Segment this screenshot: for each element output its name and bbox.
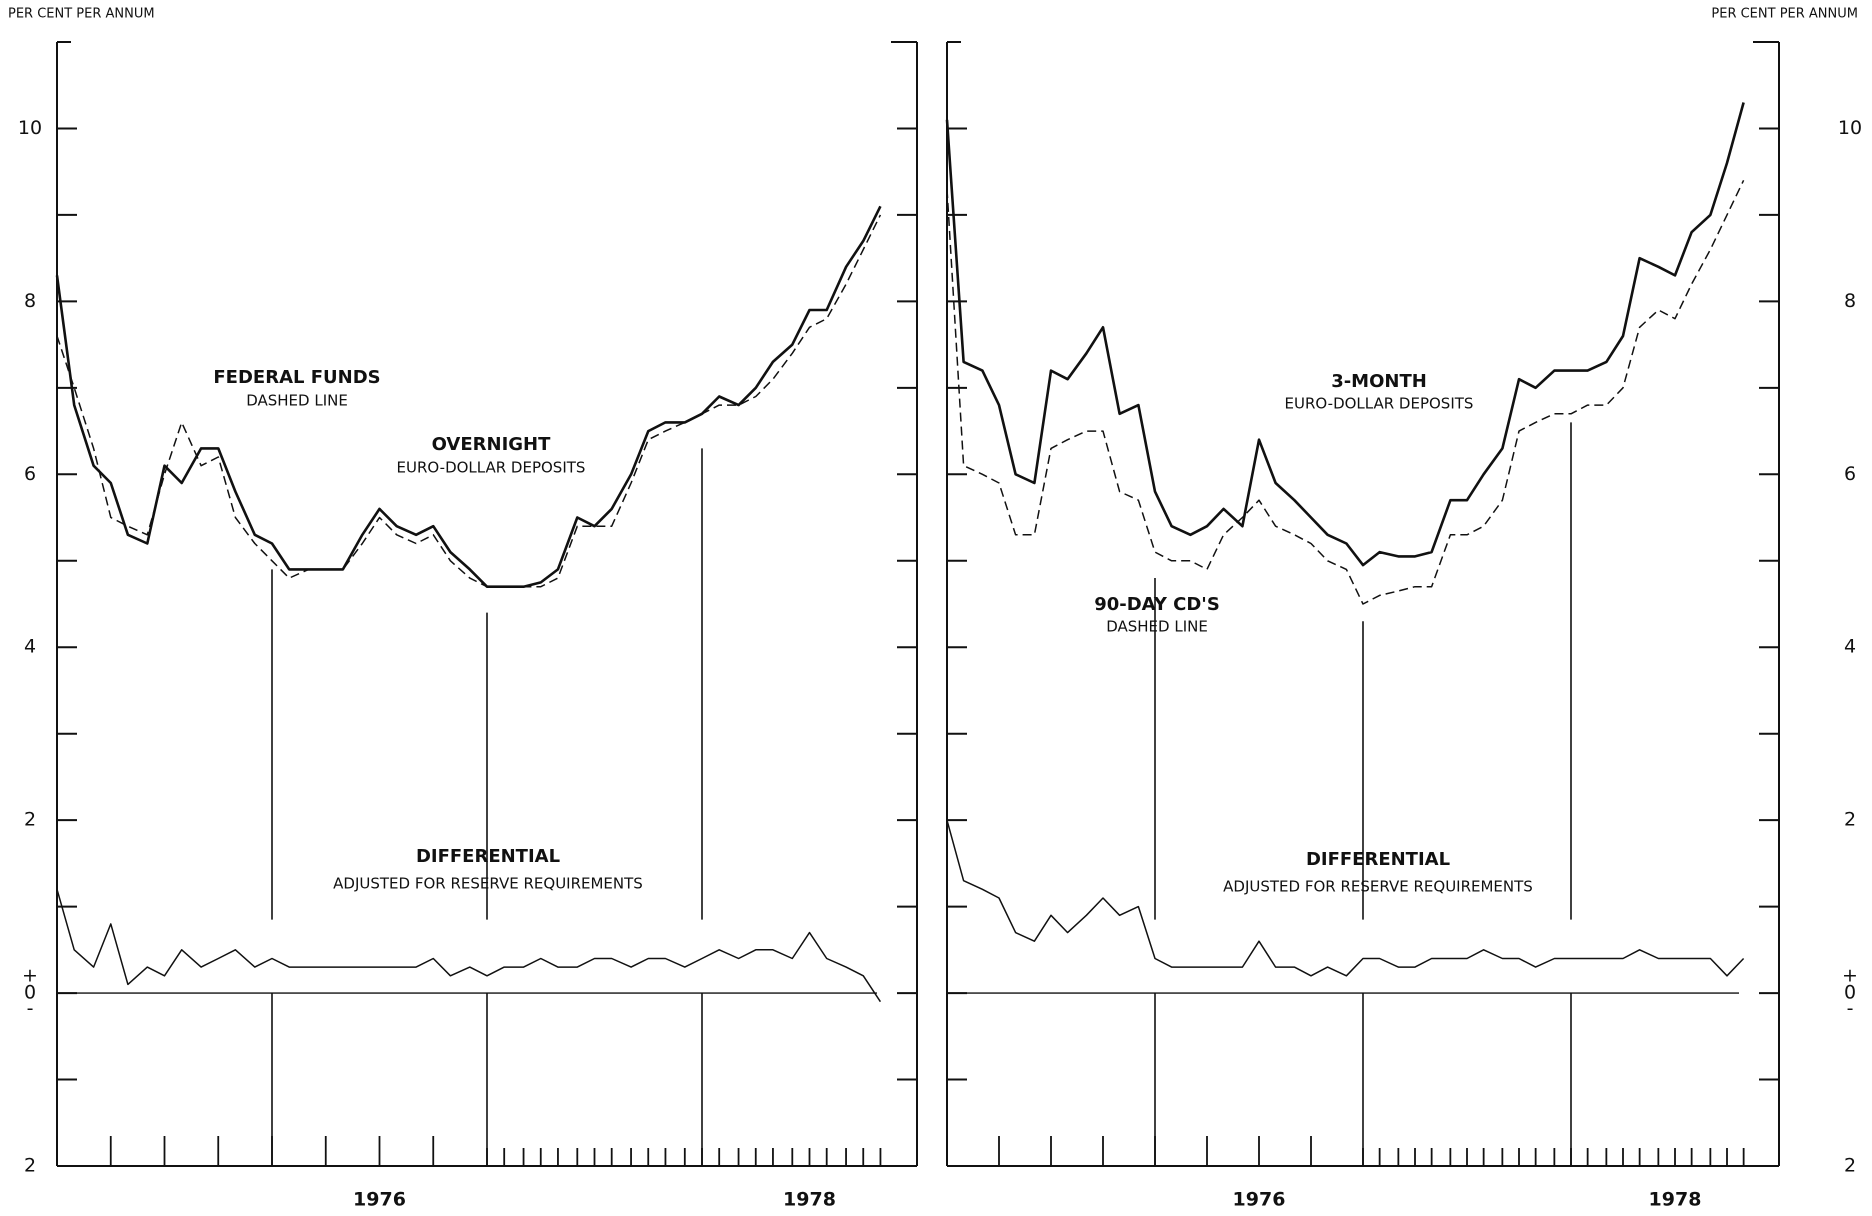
zero-sign: - [27,998,34,1020]
y-tick-label: 2 [1844,1155,1856,1177]
annotation: DIFFERENTIAL [416,846,560,867]
series-line [946,820,1745,977]
annotation: ADJUSTED FOR RESERVE REQUIREMENTS [1223,878,1533,896]
annotation: EURO-DOLLAR DEPOSITS [1285,395,1474,413]
annotation: DASHED LINE [246,392,348,410]
annotation: EURO-DOLLAR DEPOSITS [397,459,586,477]
y-tick-label: 2 [24,1155,36,1177]
y-tick-label: 10 [18,117,42,139]
y-tick-label: 6 [24,463,36,485]
x-tick-label: 1978 [1649,1189,1702,1211]
annotation: DASHED LINE [1106,618,1208,636]
y-tick-label: 10 [1838,117,1862,139]
annotation: FEDERAL FUNDS [213,367,380,388]
zero-sign: - [1847,998,1854,1020]
series-line [945,102,1745,567]
series-line [946,179,1745,605]
zero-sign: + [22,965,38,987]
annotation: ADJUSTED FOR RESERVE REQUIREMENTS [333,875,643,893]
y-axis-title: PER CENT PER ANNUM [8,7,155,22]
zero-sign: + [1842,965,1858,987]
y-tick-label: 2 [24,809,36,831]
annotation: DIFFERENTIAL [1306,849,1450,870]
y-tick-label: 8 [24,290,36,312]
series-line [56,889,882,1003]
annotation: 90-DAY CD'S [1094,594,1220,615]
y-tick-label: 2 [1844,809,1856,831]
series-line [55,205,882,588]
y-tick-label: 4 [24,636,36,658]
y-tick-label: 6 [1844,463,1856,485]
x-tick-label: 1976 [1233,1189,1286,1211]
y-tick-label: 0 [24,982,36,1004]
annotation: 3-MONTH [1331,371,1427,392]
y-tick-label: 8 [1844,290,1856,312]
y-tick-label: 0 [1844,982,1856,1004]
annotation: OVERNIGHT [432,434,552,455]
x-tick-label: 1978 [783,1189,836,1211]
x-tick-label: 1976 [353,1189,406,1211]
y-tick-label: 4 [1844,636,1856,658]
series-line [56,214,882,588]
y-axis-title: PER CENT PER ANNUM [1711,7,1858,22]
